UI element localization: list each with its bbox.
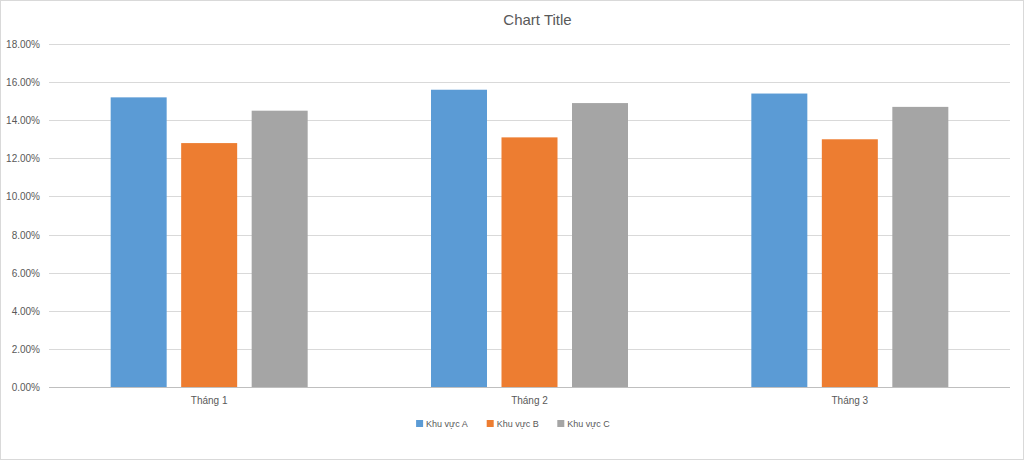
y-tick-label: 12.00% xyxy=(6,153,40,164)
grid-line xyxy=(49,387,1010,388)
chart-border xyxy=(1,1,1024,460)
chart-container: Chart Title 0.00% 2.00% 4.00% 6.00% 8.00% 10.0… xyxy=(0,0,1024,460)
bar xyxy=(252,111,308,387)
x-tick-label: Tháng 2 xyxy=(511,395,548,406)
y-tick-label: 16.00% xyxy=(6,77,40,88)
legend-swatch xyxy=(416,420,423,427)
legend-swatch xyxy=(487,420,494,427)
chart-title: Chart Title xyxy=(503,11,571,28)
bar xyxy=(822,139,878,387)
legend: Khu vực A Khu vực B Khu vực C xyxy=(416,419,610,429)
grid-line xyxy=(49,120,1010,121)
legend-label: Khu vực A xyxy=(426,419,468,429)
bar xyxy=(751,94,807,387)
legend-label: Khu vực C xyxy=(567,419,610,429)
y-tick-label: 2.00% xyxy=(12,344,40,355)
grid xyxy=(49,45,1010,388)
y-tick-label: 14.00% xyxy=(6,115,40,126)
x-tick-label: Tháng 3 xyxy=(831,395,868,406)
y-tick-label: 4.00% xyxy=(12,306,40,317)
y-tick-label: 10.00% xyxy=(6,191,40,202)
y-tick-label: 18.00% xyxy=(6,39,40,50)
grid-line xyxy=(49,82,1010,83)
legend-swatch xyxy=(557,420,564,427)
y-tick-label: 0.00% xyxy=(12,382,40,393)
bar xyxy=(502,137,558,387)
y-tick-label: 8.00% xyxy=(12,230,40,241)
bar xyxy=(572,103,628,387)
chart-svg: Chart Title 0.00% 2.00% 4.00% 6.00% 8.00% 10.0… xyxy=(0,0,1024,460)
bar xyxy=(181,143,237,387)
grid-line xyxy=(49,44,1010,45)
legend-label: Khu vực B xyxy=(497,419,539,429)
x-tick-label: Tháng 1 xyxy=(191,395,228,406)
bar xyxy=(892,107,948,387)
bar xyxy=(111,97,167,387)
bars xyxy=(111,90,949,387)
y-tick-label: 6.00% xyxy=(12,268,40,279)
bar xyxy=(431,90,487,387)
